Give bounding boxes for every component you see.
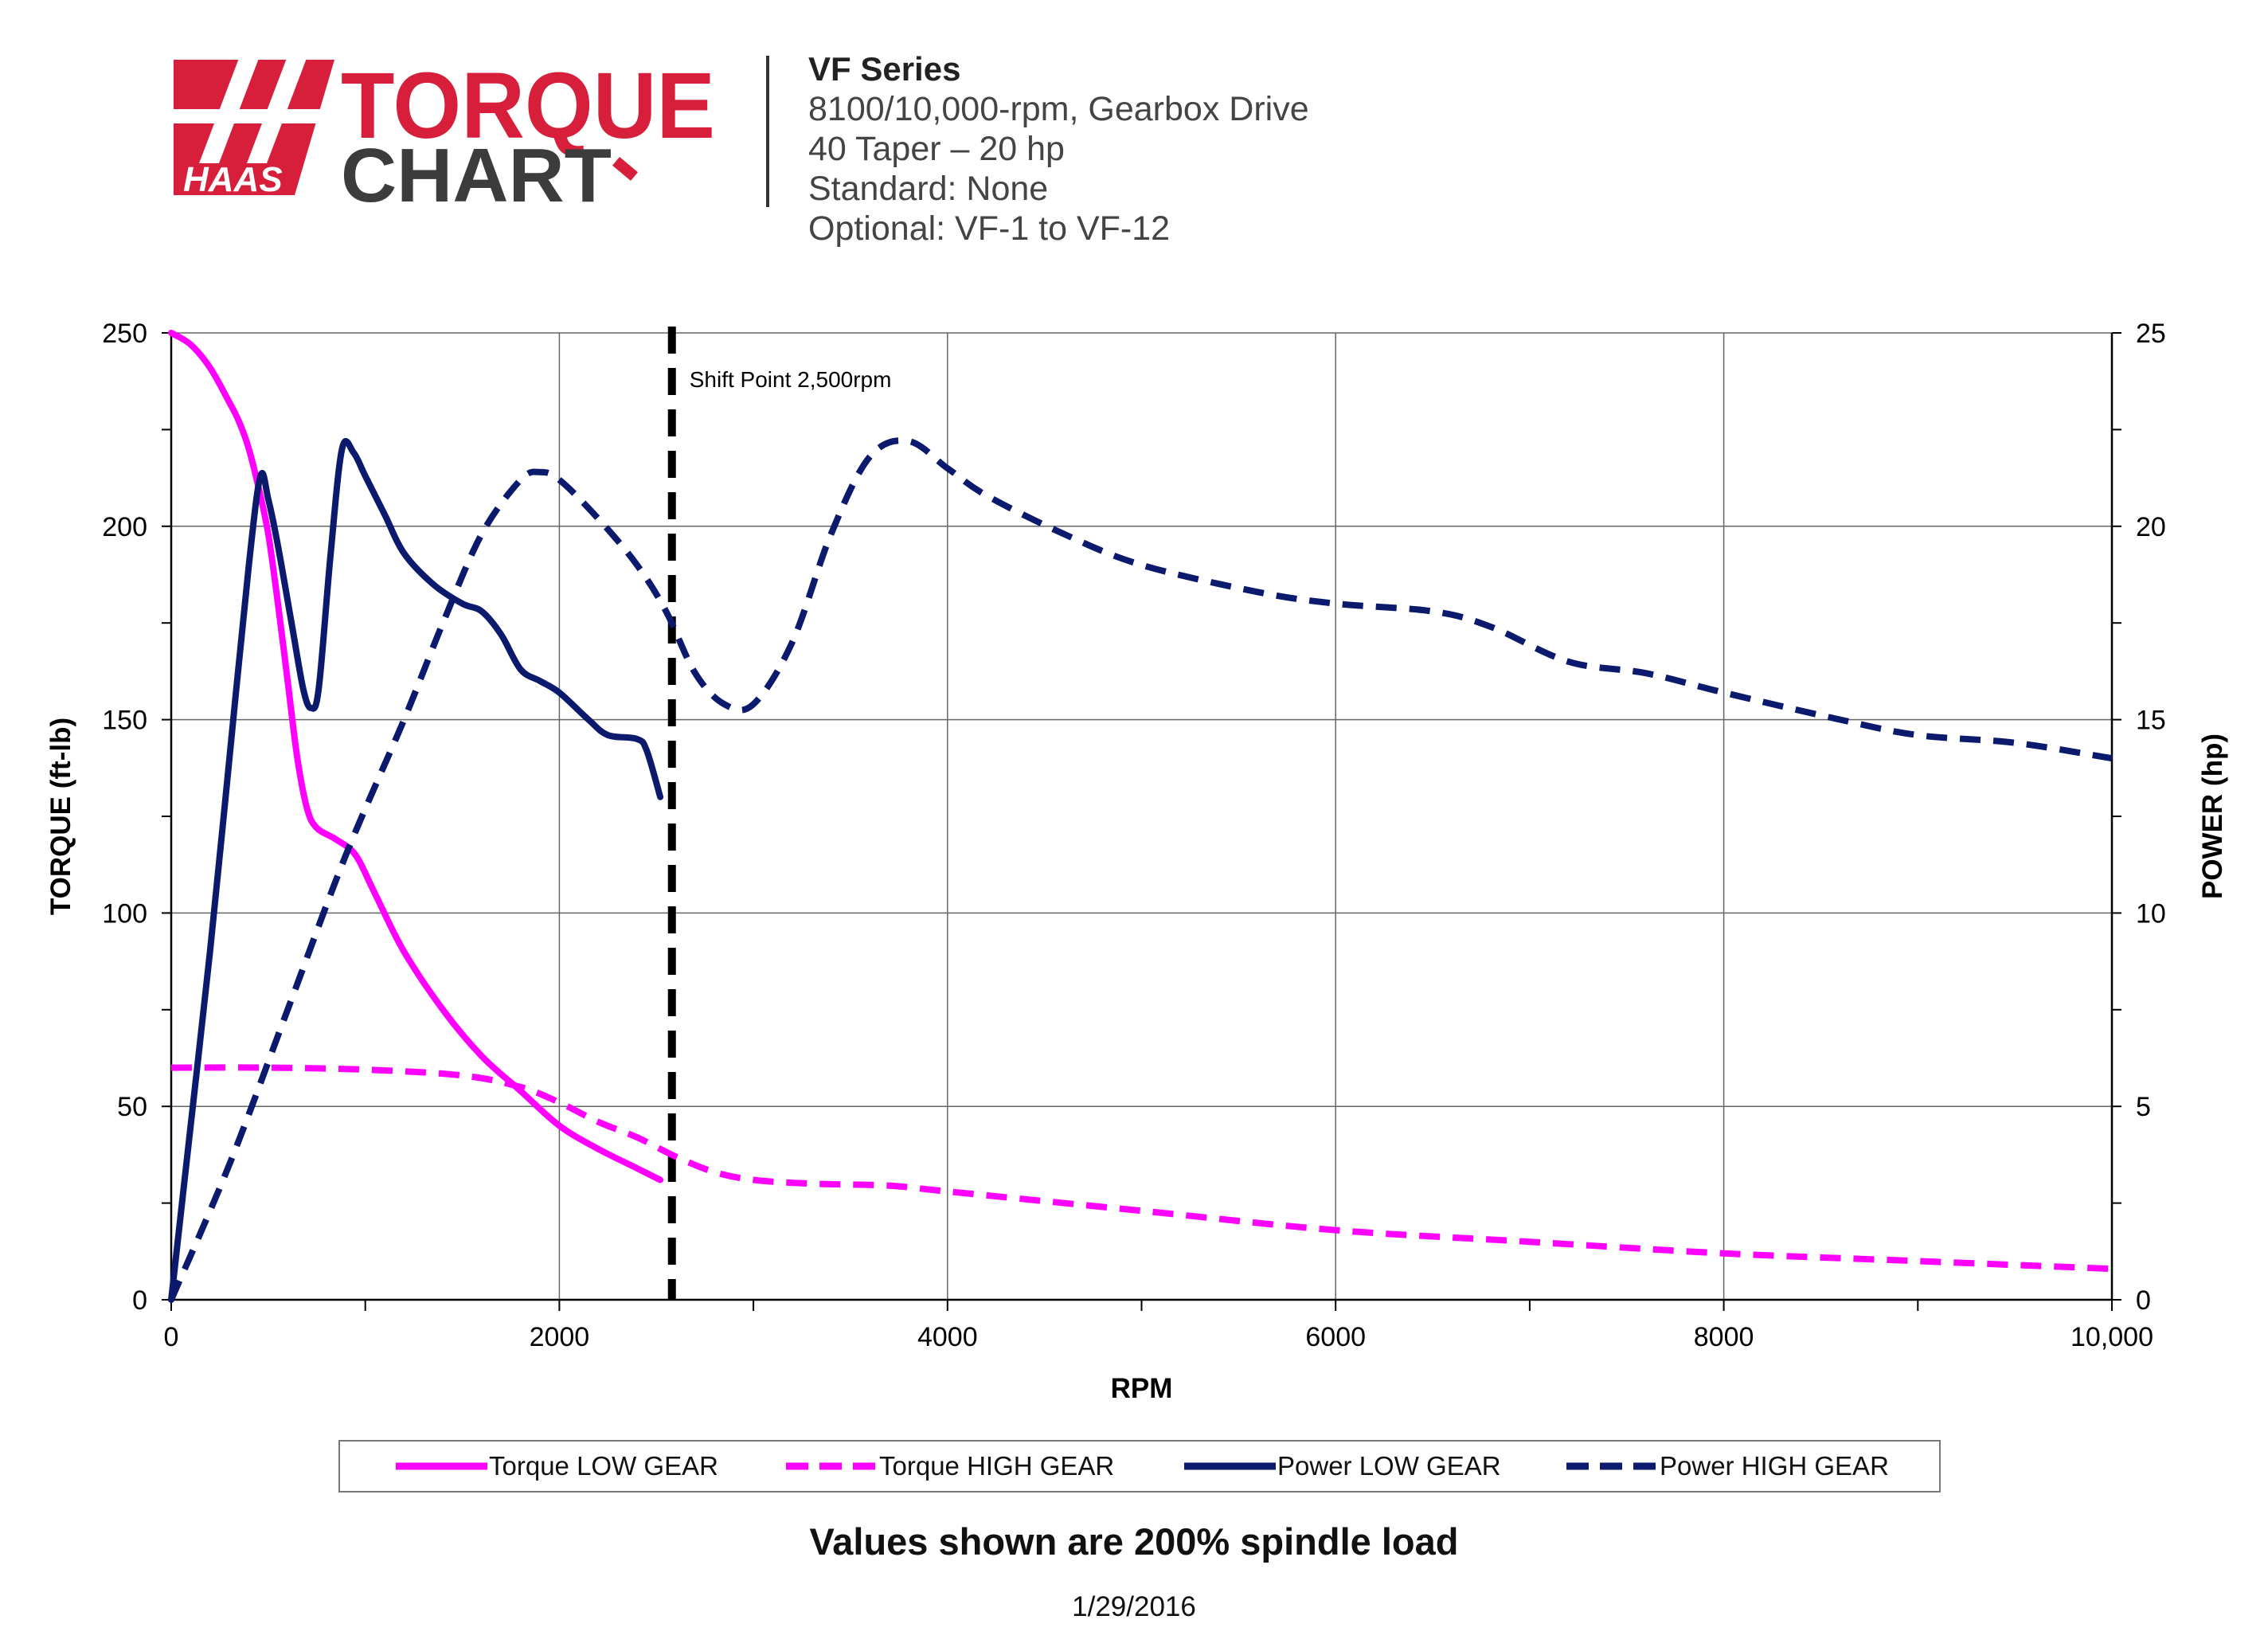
legend-swatch-torque-low bbox=[396, 1462, 487, 1470]
y-tick-label: 50 bbox=[117, 1092, 147, 1122]
x-tick-label: 0 bbox=[164, 1322, 179, 1352]
legend-item-torque-low: Torque LOW GEAR bbox=[396, 1442, 718, 1491]
shift-point-annotation: Shift Point 2,500rpm bbox=[690, 367, 892, 392]
axis-layer: 0 2000 4000 6000 8000 10,000 0 50 100 150 200 250 0 5… bbox=[102, 319, 2166, 1352]
legend-label-torque-low: Torque LOW GEAR bbox=[489, 1451, 718, 1481]
legend-label-power-low: Power LOW GEAR bbox=[1277, 1451, 1501, 1481]
y-tick-label: 200 bbox=[102, 512, 147, 542]
x-tick-label: 6000 bbox=[1305, 1322, 1366, 1352]
y2-tick-label: 5 bbox=[2136, 1092, 2151, 1122]
spec-line-4: Optional: VF-1 to VF-12 bbox=[808, 209, 1171, 248]
header-divider bbox=[766, 56, 769, 207]
spec-line-1: 8100/10,000-rpm, Gearbox Drive bbox=[808, 90, 1309, 128]
y-tick-label: 100 bbox=[102, 898, 147, 929]
series-power-low-gear bbox=[168, 438, 664, 1303]
y-tick-label: 0 bbox=[132, 1285, 147, 1316]
legend-label-power-high: Power HIGH GEAR bbox=[1660, 1451, 1889, 1481]
legend-swatch-power-high bbox=[1566, 1462, 1658, 1470]
spec-line-3: Standard: None bbox=[808, 170, 1049, 208]
y2-tick-label: 20 bbox=[2136, 512, 2166, 542]
legend-item-power-high: Power HIGH GEAR bbox=[1566, 1442, 1889, 1491]
x-tick-label: 10,000 bbox=[2071, 1322, 2153, 1352]
y2-tick-label: 0 bbox=[2136, 1285, 2151, 1316]
y-axis-title: TORQUE (ft-lb) bbox=[45, 718, 76, 915]
legend-label-torque-high: Torque HIGH GEAR bbox=[879, 1451, 1115, 1481]
legend-item-torque-high: Torque HIGH GEAR bbox=[786, 1442, 1114, 1491]
x-tick-label: 2000 bbox=[530, 1322, 590, 1352]
legend-item-power-low: Power LOW GEAR bbox=[1184, 1442, 1501, 1491]
chart-date: 1/29/2016 bbox=[1072, 1591, 1196, 1622]
x-axis-title: RPM bbox=[1111, 1373, 1173, 1404]
y2-tick-label: 15 bbox=[2136, 706, 2166, 736]
chart-legend: Torque LOW GEAR Torque HIGH GEAR Power L… bbox=[338, 1440, 1941, 1492]
grid-layer bbox=[171, 332, 2112, 1300]
legend-swatch-torque-high bbox=[786, 1462, 878, 1470]
y2-tick-label: 10 bbox=[2136, 898, 2166, 929]
y-tick-label: 250 bbox=[102, 319, 147, 349]
series-power-high-gear bbox=[168, 437, 2113, 1301]
chart-header: VF Series 8100/10,000-rpm, Gearbox Drive… bbox=[808, 49, 1309, 248]
y2-tick-label: 25 bbox=[2136, 319, 2166, 349]
haas-torque-chart-logo: HAAS TORQUE CHART bbox=[162, 48, 715, 211]
y2-axis-title: POWER (hp) bbox=[2197, 734, 2228, 899]
series-title: VF Series bbox=[808, 50, 961, 88]
spindle-load-note: Values shown are 200% spindle load bbox=[809, 1520, 1459, 1563]
spec-line-2: 40 Taper – 20 hp bbox=[808, 130, 1065, 168]
logo-word-torque: TORQUE bbox=[341, 53, 715, 158]
x-tick-label: 8000 bbox=[1694, 1322, 1754, 1352]
legend-swatch-power-low bbox=[1184, 1462, 1276, 1470]
x-tick-label: 4000 bbox=[917, 1322, 978, 1352]
series-layer bbox=[168, 327, 2113, 1303]
logo-word-chart: CHART bbox=[341, 133, 612, 211]
series-torque-high-gear bbox=[170, 1064, 2113, 1273]
logo-brand-text: HAAS bbox=[183, 160, 283, 199]
y-tick-label: 150 bbox=[102, 706, 147, 736]
series-torque-low-gear bbox=[168, 330, 664, 1183]
label-layer: Shift Point 2,500rpm RPM TORQUE (ft-lb) … bbox=[45, 367, 2228, 1404]
